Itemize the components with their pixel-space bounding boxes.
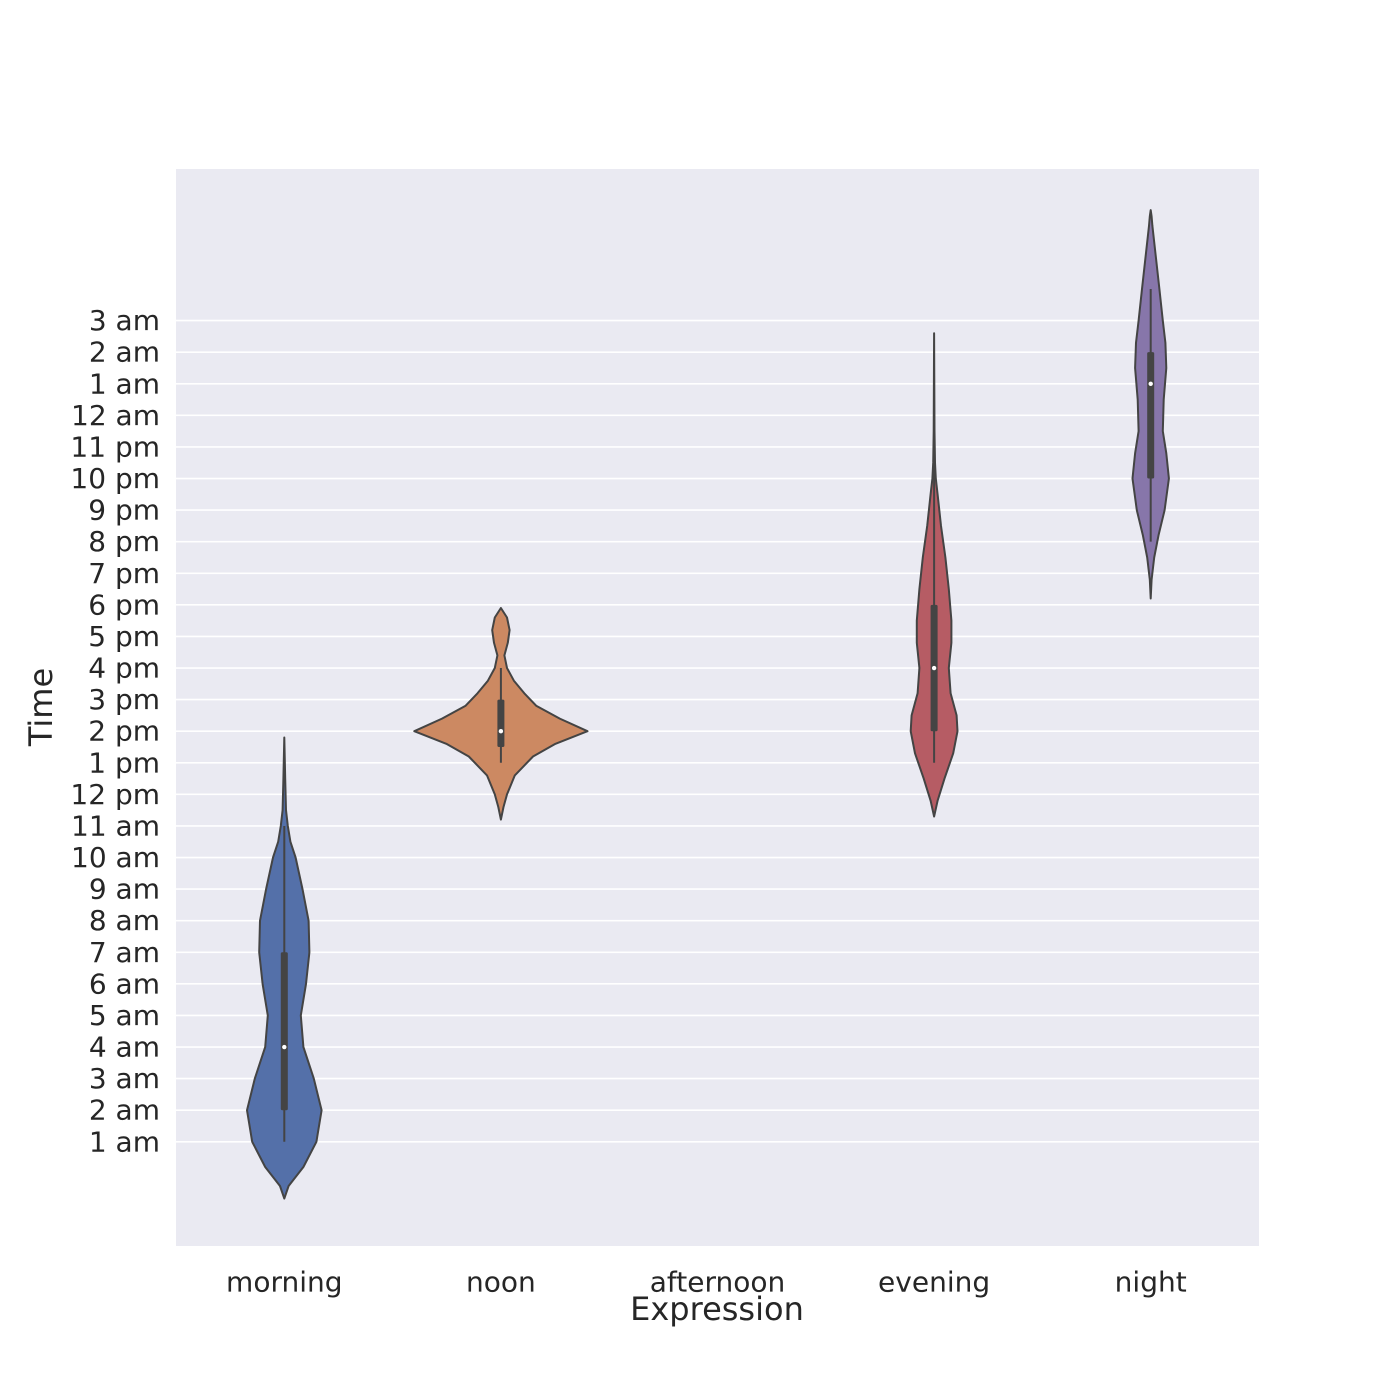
median-point — [498, 728, 504, 734]
plot-background — [176, 169, 1259, 1246]
x-tick-label: afternoon — [650, 1266, 786, 1299]
violin-morning — [246, 736, 323, 1200]
median-point — [931, 665, 937, 671]
violin-evening — [909, 332, 959, 818]
y-tick-label: 7 pm — [88, 557, 160, 590]
y-tick-label: 1 am — [89, 367, 160, 400]
y-tick-label: 3 pm — [88, 683, 160, 716]
y-tick-label: 8 am — [89, 904, 160, 937]
violins — [246, 209, 1170, 1200]
iqr-box — [497, 699, 505, 747]
y-tick-label: 5 am — [89, 999, 160, 1032]
iqr-box — [1147, 352, 1155, 479]
median-point — [282, 1044, 287, 1050]
y-tick-label: 10 am — [71, 841, 160, 874]
y-tick-label: 4 am — [89, 1031, 160, 1064]
y-tick-label: 2 am — [89, 336, 160, 369]
y-tick-label: 3 am — [89, 1062, 160, 1095]
y-tick-label: 5 pm — [88, 620, 160, 653]
y-axis-label: Time — [22, 668, 60, 747]
violin-night — [1131, 209, 1170, 600]
y-tick-label: 2 pm — [88, 715, 160, 748]
y-tick-label: 7 am — [89, 936, 160, 969]
y-tick-label: 11 am — [71, 809, 160, 842]
x-tick-label: morning — [226, 1266, 342, 1299]
y-tick-label: 10 pm — [70, 462, 160, 495]
x-tick-label: night — [1115, 1266, 1187, 1299]
y-tick-label: 1 pm — [88, 746, 160, 779]
median-point — [1148, 381, 1153, 386]
y-tick-label: 6 am — [89, 967, 160, 1000]
x-axis-label: Expression — [630, 1290, 804, 1328]
y-tick-label: 9 pm — [88, 494, 160, 527]
y-tick-label: 4 pm — [88, 652, 160, 685]
y-tick-label: 11 pm — [70, 430, 160, 463]
x-tick-label: noon — [466, 1266, 536, 1299]
y-tick-label: 6 pm — [88, 588, 160, 621]
y-tick-label: 12 am — [71, 399, 160, 432]
y-tick-label: 2 am — [89, 1094, 160, 1127]
y-tick-label: 3 am — [89, 304, 160, 337]
iqr-box — [280, 952, 288, 1111]
y-tick-label: 8 pm — [88, 525, 160, 558]
y-tick-label: 9 am — [89, 873, 160, 906]
x-tick-labels: morning noon afternoon evening night — [226, 1266, 1187, 1299]
x-tick-label: evening — [878, 1266, 990, 1299]
y-tick-label: 12 pm — [70, 778, 160, 811]
gridlines — [176, 319, 1259, 1143]
y-tick-label: 1 am — [89, 1125, 160, 1158]
violin-noon — [413, 607, 589, 821]
